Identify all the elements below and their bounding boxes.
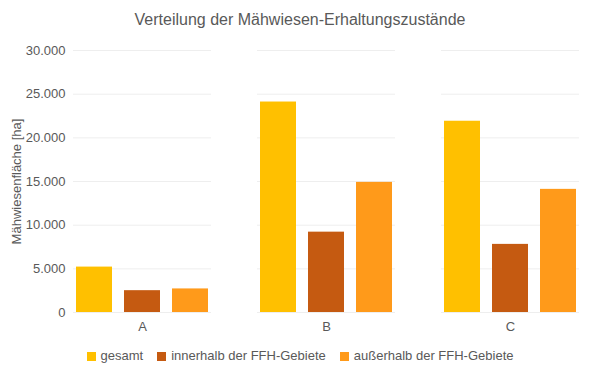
svg-text:5.000: 5.000 — [33, 261, 66, 276]
svg-text:15.000: 15.000 — [26, 174, 66, 189]
html-text:gesamt: gesamt — [100, 347, 144, 363]
svg-text:C: C — [506, 319, 515, 334]
svg-text:30.000: 30.000 — [26, 43, 66, 58]
svg-text:0: 0 — [58, 305, 65, 320]
html-text:Verteilung der Mähwiesen-Erhal: Verteilung der Mähwiesen-Erhaltungszustä… — [134, 11, 466, 28]
svg-text:20.000: 20.000 — [26, 130, 66, 145]
svg-text:A: A — [138, 319, 147, 334]
svg-text:25.000: 25.000 — [26, 86, 66, 101]
html-text:außerhalb der FFH-Gebiete: außerhalb der FFH-Gebiete — [353, 347, 514, 363]
svg-text:10.000: 10.000 — [26, 217, 66, 232]
svg-text:Mähwiesenfläche [ha]: Mähwiesenfläche [ha] — [9, 119, 24, 245]
html-text:innerhalb der FFH-Gebiete: innerhalb der FFH-Gebiete — [171, 347, 326, 363]
svg-text:B: B — [322, 319, 331, 334]
